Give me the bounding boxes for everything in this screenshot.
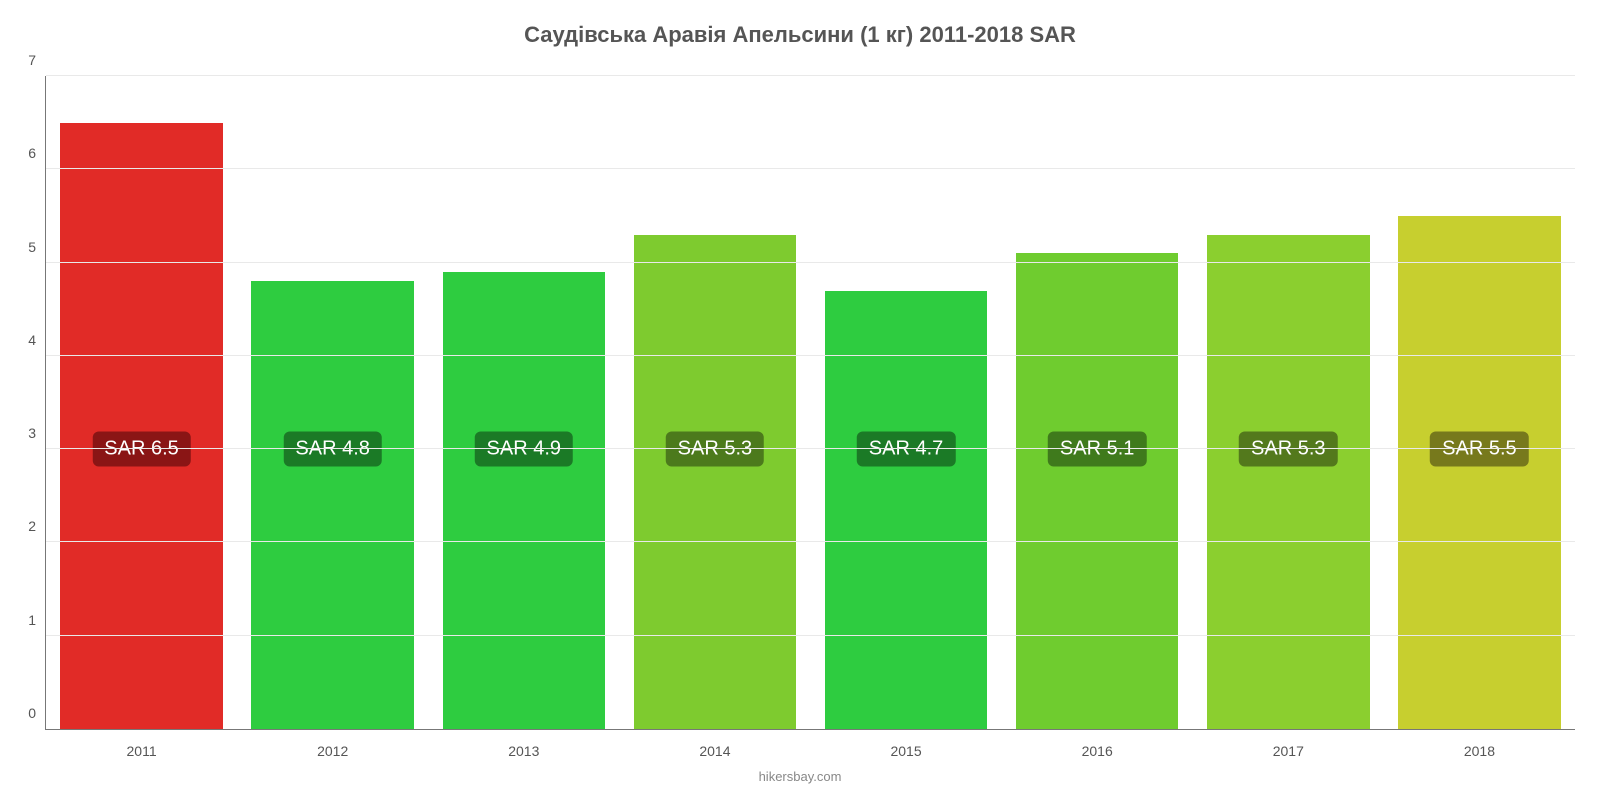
bar-slot: SAR 6.52011 [46,76,237,729]
gridline [46,262,1575,263]
ytick-label: 5 [28,239,36,255]
bar: SAR 6.5 [60,123,222,729]
bar-slot: SAR 4.92013 [428,76,619,729]
bar: SAR 4.9 [443,272,605,729]
bar: SAR 5.1 [1016,253,1178,729]
ytick-label: 6 [28,145,36,161]
bar-value-badge: SAR 5.1 [1048,432,1146,467]
gridline [46,635,1575,636]
bar-slot: SAR 5.32014 [619,76,810,729]
bar-slot: SAR 4.72015 [811,76,1002,729]
gridline [46,168,1575,169]
bars-row: SAR 6.52011SAR 4.82012SAR 4.92013SAR 5.3… [46,76,1575,729]
xtick-label: 2013 [508,743,539,759]
chart-title: Саудівська Аравія Апельсини (1 кг) 2011-… [0,0,1600,48]
ytick-label: 1 [28,612,36,628]
bar-value-badge: SAR 5.5 [1430,432,1528,467]
bar-value-badge: SAR 6.5 [92,432,190,467]
bar: SAR 4.7 [825,291,987,729]
bar-slot: SAR 5.12016 [1002,76,1193,729]
bar: SAR 5.5 [1398,216,1560,729]
xtick-label: 2014 [699,743,730,759]
bar-slot: SAR 4.82012 [237,76,428,729]
ytick-label: 7 [28,52,36,68]
xtick-label: 2018 [1464,743,1495,759]
bar-chart: Саудівська Аравія Апельсини (1 кг) 2011-… [0,0,1600,800]
ytick-label: 3 [28,425,36,441]
ytick-label: 4 [28,332,36,348]
bar-value-badge: SAR 5.3 [666,432,764,467]
bar-value-badge: SAR 4.9 [475,432,573,467]
bar: SAR 5.3 [634,235,796,729]
bar: SAR 4.8 [251,281,413,729]
ytick-label: 2 [28,518,36,534]
xtick-label: 2015 [890,743,921,759]
xtick-label: 2017 [1273,743,1304,759]
gridline [46,75,1575,76]
gridline [46,541,1575,542]
bar-value-badge: SAR 4.8 [283,432,381,467]
ytick-label: 0 [28,705,36,721]
xtick-label: 2012 [317,743,348,759]
bar-value-badge: SAR 4.7 [857,432,955,467]
bar-value-badge: SAR 5.3 [1239,432,1337,467]
gridline [46,448,1575,449]
attribution-text: hikersbay.com [0,769,1600,784]
bar-slot: SAR 5.32017 [1193,76,1384,729]
gridline [46,355,1575,356]
plot-area: SAR 6.52011SAR 4.82012SAR 4.92013SAR 5.3… [45,76,1575,730]
bar: SAR 5.3 [1207,235,1369,729]
bar-slot: SAR 5.52018 [1384,76,1575,729]
xtick-label: 2011 [127,743,157,759]
xtick-label: 2016 [1082,743,1113,759]
